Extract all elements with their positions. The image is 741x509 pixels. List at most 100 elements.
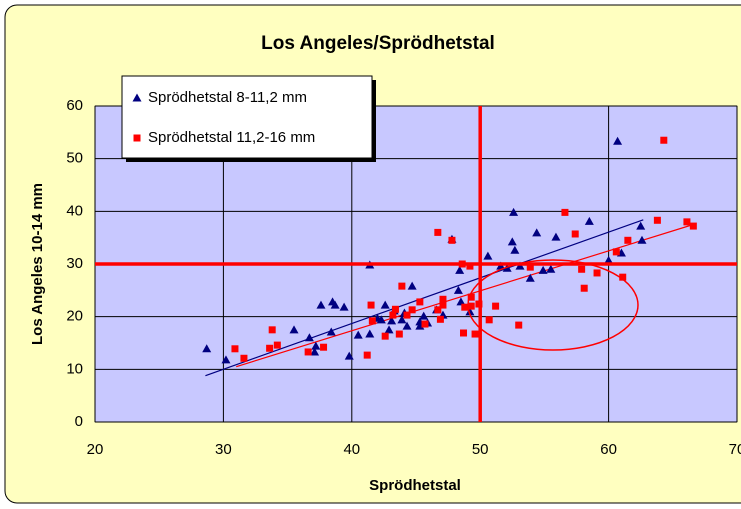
data-point — [584, 216, 594, 225]
data-point — [415, 321, 425, 330]
data-point — [380, 300, 390, 309]
data-point — [439, 301, 447, 309]
data-point — [353, 330, 363, 339]
trend-line — [205, 219, 644, 377]
data-point — [395, 330, 403, 338]
data-point — [439, 295, 447, 303]
data-point — [408, 306, 416, 314]
data-point — [391, 305, 399, 313]
data-point — [344, 351, 354, 360]
data-point — [485, 316, 493, 324]
data-point — [483, 251, 493, 260]
data-point — [421, 320, 429, 328]
data-point — [389, 311, 397, 319]
data-point — [434, 306, 442, 314]
data-point — [221, 355, 231, 364]
y-tick-label: 40 — [66, 202, 83, 219]
data-point — [510, 245, 520, 254]
data-point — [384, 325, 394, 334]
data-point — [526, 263, 534, 271]
data-point — [660, 136, 668, 144]
data-point — [311, 341, 321, 350]
data-point — [471, 330, 479, 338]
legend-marker — [133, 134, 141, 142]
data-point — [507, 237, 517, 246]
y-tick-label: 20 — [66, 308, 83, 325]
data-point — [653, 216, 661, 224]
legend-label: Sprödhetstal 8-11,2 mm — [148, 89, 307, 106]
data-point — [403, 311, 411, 319]
x-tick-label: 50 — [472, 441, 489, 458]
data-point — [310, 347, 320, 356]
data-point — [326, 327, 336, 336]
trend-line — [236, 223, 694, 368]
data-point — [637, 235, 647, 244]
data-point — [571, 230, 579, 238]
data-point — [551, 232, 561, 241]
x-tick-label: 20 — [87, 441, 104, 458]
data-point — [266, 344, 274, 352]
y-tick-label: 50 — [66, 150, 83, 167]
data-point — [436, 315, 444, 323]
data-point — [492, 302, 500, 310]
data-point — [683, 218, 691, 226]
data-point — [580, 284, 588, 292]
y-tick-label: 30 — [66, 255, 83, 272]
legend — [121, 75, 373, 159]
data-point — [434, 228, 442, 236]
data-point — [289, 325, 299, 334]
data-point — [467, 302, 475, 310]
data-point — [416, 298, 424, 306]
chart-title: Los Angeles/Sprödhetstal — [261, 33, 495, 54]
legend-marker — [132, 93, 142, 102]
data-point — [231, 345, 239, 353]
data-point — [448, 236, 456, 244]
data-point — [376, 315, 386, 324]
y-axis-label: Los Angeles 10-14 mm — [29, 183, 46, 345]
data-point — [381, 332, 389, 340]
data-point — [268, 326, 276, 334]
data-point — [525, 273, 535, 282]
highlight-ellipse — [467, 259, 639, 351]
data-point — [304, 348, 312, 356]
data-point — [387, 316, 397, 325]
x-tick-label: 60 — [600, 441, 617, 458]
x-tick-label: 30 — [215, 441, 232, 458]
data-point — [273, 341, 281, 349]
x-tick-label: 70 — [729, 441, 741, 458]
data-point — [402, 321, 412, 330]
data-point — [466, 262, 474, 270]
data-point — [202, 344, 212, 353]
data-point — [689, 222, 697, 230]
data-point — [604, 255, 614, 264]
y-tick-label: 10 — [66, 360, 83, 377]
data-point — [339, 302, 349, 311]
data-point — [456, 297, 466, 306]
x-axis-label: Sprödhetstal — [369, 477, 461, 494]
data-point — [546, 264, 556, 273]
data-point — [330, 300, 340, 309]
data-point — [532, 228, 542, 237]
data-point — [455, 265, 465, 274]
data-point — [509, 207, 519, 216]
data-point — [320, 343, 328, 351]
data-point — [397, 315, 407, 324]
data-point — [619, 273, 627, 281]
legend-label: Sprödhetstal 11,2-16 mm — [148, 129, 315, 146]
data-point — [240, 354, 248, 362]
data-point — [467, 293, 475, 301]
data-point — [453, 285, 463, 294]
data-point — [624, 236, 632, 244]
data-point — [363, 351, 371, 359]
data-point — [613, 136, 623, 145]
data-point — [461, 303, 469, 311]
data-point — [578, 265, 586, 273]
data-point — [636, 221, 646, 230]
data-point — [419, 311, 429, 320]
y-tick-label: 60 — [66, 97, 83, 114]
data-point — [465, 307, 475, 316]
data-point — [304, 333, 314, 342]
x-tick-label: 40 — [343, 441, 360, 458]
data-point — [365, 329, 375, 338]
